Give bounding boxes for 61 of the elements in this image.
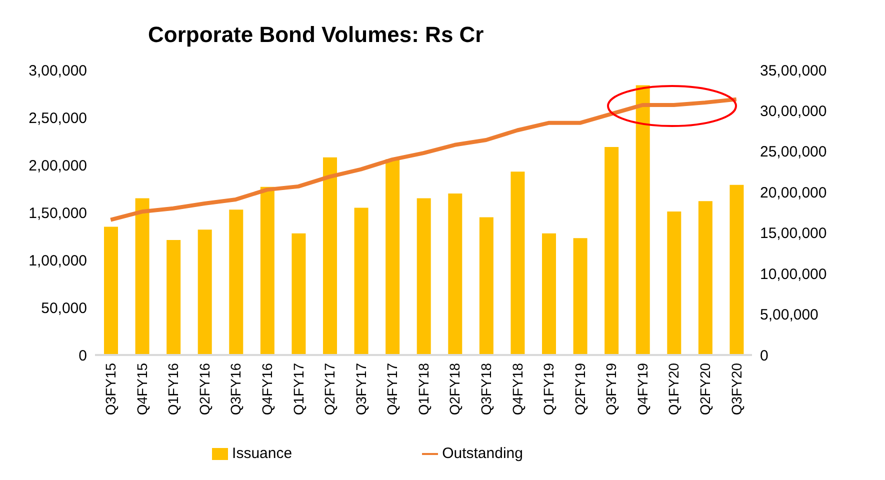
x-tick-label: Q1FY17 bbox=[290, 362, 306, 416]
x-tick-label: Q4FY16 bbox=[259, 362, 276, 416]
y2-tick-label: 30,00,000 bbox=[760, 103, 827, 120]
bar bbox=[542, 233, 556, 355]
x-tick-label: Q3FY18 bbox=[478, 362, 494, 416]
x-tick-label: Q4FY17 bbox=[384, 362, 400, 416]
bar bbox=[198, 230, 212, 355]
x-tick-label: Q3FY20 bbox=[728, 362, 744, 416]
bar bbox=[448, 193, 462, 355]
y-tick-label: 1,50,000 bbox=[28, 204, 87, 222]
y-tick-label: 3,00,000 bbox=[28, 62, 87, 80]
y-tick-label: 50,000 bbox=[41, 300, 87, 317]
y2-tick-label: 35,00,000 bbox=[760, 62, 827, 80]
x-tick-label: Q1FY18 bbox=[415, 362, 432, 416]
bar bbox=[416, 198, 431, 355]
x-tick-label: Q1FY16 bbox=[165, 362, 182, 416]
y2-tick-label: 0 bbox=[760, 347, 768, 364]
bar bbox=[730, 184, 744, 355]
x-tick-label: Q1FY19 bbox=[540, 362, 557, 416]
legend-label: Issuance bbox=[232, 444, 292, 462]
x-tick-label: Q4FY19 bbox=[634, 362, 650, 416]
bar bbox=[479, 217, 494, 355]
y-tick-label: 2,00,000 bbox=[28, 157, 87, 174]
bar bbox=[698, 201, 712, 355]
x-tick-label: Q2FY20 bbox=[697, 362, 714, 416]
x-tick-label: Q1FY20 bbox=[666, 362, 682, 416]
bar bbox=[573, 238, 588, 355]
bar bbox=[667, 212, 682, 355]
y2-tick-label: 10,00,000 bbox=[760, 266, 827, 283]
y2-tick-label: 20,00,000 bbox=[760, 184, 827, 202]
x-tick-label: Q2FY18 bbox=[446, 362, 463, 416]
y2-tick-label: 25,00,000 bbox=[760, 144, 827, 161]
x-tick-label: Q3FY15 bbox=[102, 362, 119, 416]
legend-label: Outstanding bbox=[442, 444, 523, 462]
bar bbox=[510, 172, 525, 355]
x-tick-label: Q2FY16 bbox=[196, 362, 212, 416]
x-tick-label: Q3FY19 bbox=[603, 362, 620, 416]
bar bbox=[104, 226, 118, 355]
bar bbox=[604, 146, 619, 355]
x-tick-label: Q4FY18 bbox=[509, 362, 526, 416]
bar bbox=[135, 198, 150, 355]
bar bbox=[229, 210, 244, 355]
x-tick-label: Q4FY15 bbox=[134, 362, 150, 416]
x-tick-label: Q3FY16 bbox=[228, 362, 244, 416]
bar bbox=[260, 186, 274, 355]
bar bbox=[323, 157, 337, 355]
x-tick-label: Q3FY17 bbox=[352, 362, 369, 416]
line-series bbox=[108, 97, 738, 222]
bar bbox=[354, 208, 368, 355]
bar bbox=[636, 85, 650, 355]
x-tick-label: Q2FY19 bbox=[572, 362, 588, 416]
bar bbox=[386, 159, 400, 355]
y-tick-label: 0 bbox=[78, 347, 87, 364]
chart-title: Corporate Bond Volumes: Rs Cr bbox=[148, 22, 484, 48]
bar bbox=[166, 240, 181, 355]
x-tick-label: Q2FY17 bbox=[322, 362, 338, 416]
y2-tick-label: 15,00,000 bbox=[760, 225, 827, 242]
y2-tick-label: 5,00,000 bbox=[760, 306, 818, 324]
y-tick-label: 1,00,000 bbox=[28, 252, 87, 270]
y-tick-label: 2,50,000 bbox=[28, 110, 87, 127]
bar bbox=[292, 233, 306, 355]
